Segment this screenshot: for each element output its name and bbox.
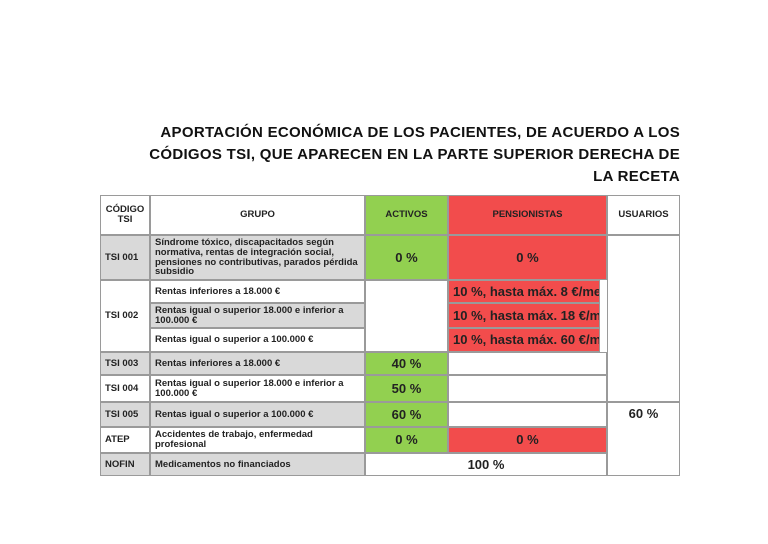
group-cell: Rentas igual o superior 18.000 e inferio…: [150, 303, 365, 328]
pensionistas-cell: [448, 402, 607, 427]
pensionistas-cell: 10 %, hasta máx. 18 €/mes: [448, 303, 600, 328]
code-cell: NOFIN: [100, 453, 150, 476]
pensionistas-cell: 10 %, hasta máx. 8 €/mes: [448, 280, 600, 303]
code-cell: TSI 002: [100, 280, 150, 352]
code-cell: ATEP: [100, 427, 150, 453]
title-line: APORTACIÓN ECONÓMICA DE LOS PACIENTES, D…: [160, 124, 680, 141]
pensionistas-cell: 10 %, hasta máx. 60 €/mes: [448, 328, 600, 352]
group-cell: Rentas igual o superior a 100.000 €: [150, 402, 365, 427]
pensionistas-cell: [448, 375, 607, 402]
pensionistas-cell: [448, 352, 607, 375]
code-cell: TSI 005: [100, 402, 150, 427]
group-cell: Rentas igual o superior a 100.000 €: [150, 328, 365, 352]
title-line: LA RECETA: [593, 168, 680, 185]
pensionistas-cell: 0 %: [448, 427, 607, 453]
activos-cell: 60 %: [365, 402, 448, 427]
group-cell: Rentas igual o superior 18.000 e inferio…: [150, 375, 365, 402]
group-cell: Síndrome tóxico, discapacitados según no…: [150, 235, 365, 280]
group-cell: Medicamentos no financiados: [150, 453, 365, 476]
title-line: CÓDIGOS TSI, QUE APARECEN EN LA PARTE SU…: [149, 146, 680, 163]
activos-cell: [365, 280, 448, 352]
header-cell: GRUPO: [150, 195, 365, 235]
activos-cell: 0 %: [365, 235, 448, 280]
group-cell: Rentas inferiores a 18.000 €: [150, 280, 365, 303]
code-cell: TSI 003: [100, 352, 150, 375]
activos-cell: 50 %: [365, 375, 448, 402]
group-cell: Rentas inferiores a 18.000 €: [150, 352, 365, 375]
pensionistas-cell: 0 %: [448, 235, 607, 280]
usuarios-cell: [607, 235, 680, 402]
header-cell: ACTIVOS: [365, 195, 448, 235]
group-cell: Accidentes de trabajo, enfermedad profes…: [150, 427, 365, 453]
header-cell: PENSIONISTAS: [448, 195, 607, 235]
activos-cell: 40 %: [365, 352, 448, 375]
activos-cell: 0 %: [365, 427, 448, 453]
header-cell: CÓDIGO TSI: [100, 195, 150, 235]
usuarios-cell: 60 %: [607, 402, 680, 476]
header-cell: USUARIOS: [607, 195, 680, 235]
code-cell: TSI 001: [100, 235, 150, 280]
aportacion-cell: 100 %: [365, 453, 607, 476]
code-cell: TSI 004: [100, 375, 150, 402]
